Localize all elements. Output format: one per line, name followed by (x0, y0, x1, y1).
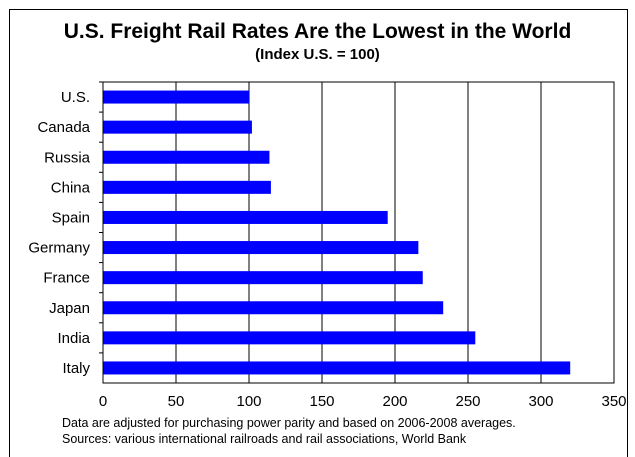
footnote-sources: Sources: various international railroads… (62, 432, 467, 446)
x-tick-label: 150 (309, 393, 334, 410)
chart-subtitle: (Index U.S. = 100) (255, 46, 380, 63)
bar-italy (103, 361, 571, 375)
y-tick-label: Japan (49, 300, 90, 317)
bar-germany (103, 241, 419, 255)
bar-india (103, 331, 476, 345)
x-tick-label: 100 (236, 393, 261, 410)
x-tick-label: 250 (455, 393, 480, 410)
bar-spain (103, 210, 388, 224)
x-tick-label: 50 (168, 393, 185, 410)
bar-russia (103, 150, 270, 164)
x-tick-label: 200 (382, 393, 407, 410)
y-tick-label: France (43, 270, 90, 287)
bar-japan (103, 301, 444, 315)
y-tick-label: Germany (28, 240, 90, 257)
chart-title: U.S. Freight Rail Rates Are the Lowest i… (63, 20, 572, 43)
x-tick-label: 300 (528, 393, 553, 410)
chart-frame (9, 9, 628, 457)
x-tick-label: 350 (601, 393, 626, 410)
y-tick-label: China (51, 179, 91, 196)
y-tick-label: Canada (37, 119, 90, 136)
bar-canada (103, 120, 252, 134)
y-tick-label: India (57, 330, 90, 347)
y-tick-label: Spain (52, 209, 90, 226)
bar-china (103, 180, 271, 194)
y-tick-label: U.S. (61, 89, 90, 106)
footnote-adjustment: Data are adjusted for purchasing power p… (62, 416, 516, 430)
bar-france (103, 271, 423, 285)
x-tick-label: 0 (99, 393, 107, 410)
y-tick-label: Italy (62, 360, 90, 377)
bar-u-s (103, 90, 249, 104)
y-tick-label: Russia (44, 149, 91, 166)
